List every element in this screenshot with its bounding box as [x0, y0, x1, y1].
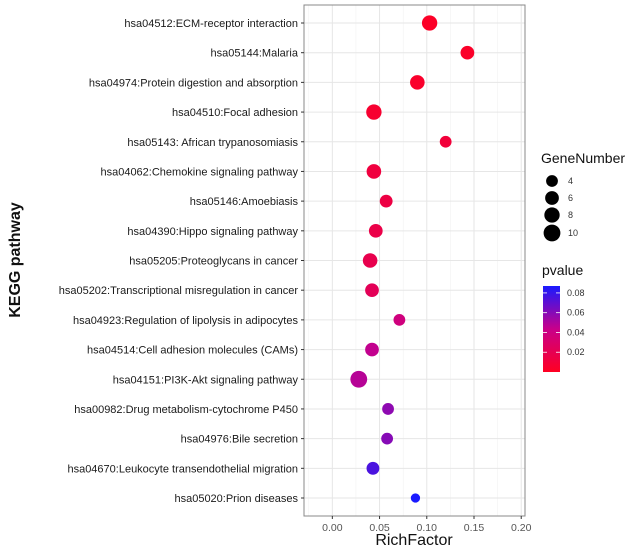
color-legend-title: pvalue [542, 262, 583, 278]
y-tick-label: hsa04974:Protein digestion and absorptio… [89, 77, 298, 89]
grid [304, 5, 525, 516]
size-legend-dot [545, 191, 559, 205]
y-tick-label: hsa04510:Focal adhesion [172, 107, 298, 119]
data-point [350, 370, 368, 388]
y-tick-label: hsa05144:Malaria [211, 48, 299, 60]
data-point [366, 461, 380, 475]
y-tick-label: hsa05143: African trypanosomiasis [127, 137, 298, 149]
y-tick-label: hsa05205:Proteoglycans in cancer [129, 256, 298, 268]
x-axis-ticks: 0.00 0.05 0.10 0.15 0.20 [322, 516, 532, 534]
data-point [381, 432, 394, 445]
y-tick-label: hsa00982:Drug metabolism-cytochrome P450 [74, 404, 298, 416]
data-point [366, 104, 382, 120]
y-tick-label: hsa04514:Cell adhesion molecules (CAMs) [87, 345, 298, 357]
y-tick-label: hsa04923:Regulation of lipolysis in adip… [73, 315, 299, 327]
color-legend-label: 0.08 [567, 288, 585, 298]
size-legend-label: 4 [568, 176, 573, 186]
data-point [366, 164, 382, 179]
size-legend-label: 10 [568, 228, 578, 238]
data-point [382, 403, 394, 415]
y-axis-labels: hsa04512:ECM-receptor interaction hsa0514… [59, 18, 304, 505]
y-tick-label: hsa04670:Leukocyte transendothelial migr… [67, 463, 298, 475]
color-legend: pvalue 0.08 0.06 0.04 0.02 [542, 262, 585, 372]
data-point [393, 313, 406, 326]
size-legend-title: GeneNumber [541, 150, 625, 166]
data-point [365, 342, 379, 357]
y-tick-label: hsa05202:Transcriptional misregulation i… [59, 285, 299, 297]
y-tick-label: hsa04151:PI3K-Akt signaling pathway [113, 374, 299, 386]
color-legend-label: 0.06 [567, 308, 585, 318]
y-tick-label: hsa04062:Chemokine signaling pathway [100, 166, 298, 178]
size-legend-label: 8 [568, 210, 573, 220]
y-tick-label: hsa04976:Bile secretion [181, 434, 298, 446]
data-point [379, 194, 393, 208]
size-legend-dot [544, 207, 560, 223]
points [350, 15, 475, 503]
data-point [421, 15, 438, 31]
y-tick-label: hsa04390:Hippo signaling pathway [127, 226, 298, 238]
x-tick-label: 0.20 [511, 522, 532, 534]
y-tick-label: hsa05146:Amoebiasis [190, 196, 299, 208]
data-point [365, 283, 379, 298]
x-tick-label: 0.15 [464, 522, 485, 534]
size-legend-label: 6 [568, 193, 573, 203]
x-axis-title: RichFactor [375, 532, 453, 549]
color-legend-label: 0.04 [567, 327, 585, 337]
size-legend-dot [543, 224, 561, 242]
color-legend-label: 0.02 [567, 347, 585, 357]
data-point [439, 135, 452, 148]
y-tick-label: hsa05020:Prion diseases [174, 493, 298, 505]
color-bar [543, 286, 560, 372]
size-legend-dot [546, 175, 558, 187]
y-axis-title: KEGG pathway [7, 202, 24, 318]
x-tick-label: 0.00 [322, 522, 343, 534]
x-tick-label: 0.05 [369, 522, 390, 534]
x-tick-label: 0.10 [417, 522, 438, 534]
data-point [410, 493, 421, 503]
y-tick-label: hsa04512:ECM-receptor interaction [124, 18, 298, 30]
data-point [410, 75, 425, 90]
size-legend: GeneNumber 4 6 8 10 [541, 150, 625, 242]
data-point [460, 45, 475, 60]
data-point [362, 253, 378, 268]
data-point [368, 223, 383, 238]
